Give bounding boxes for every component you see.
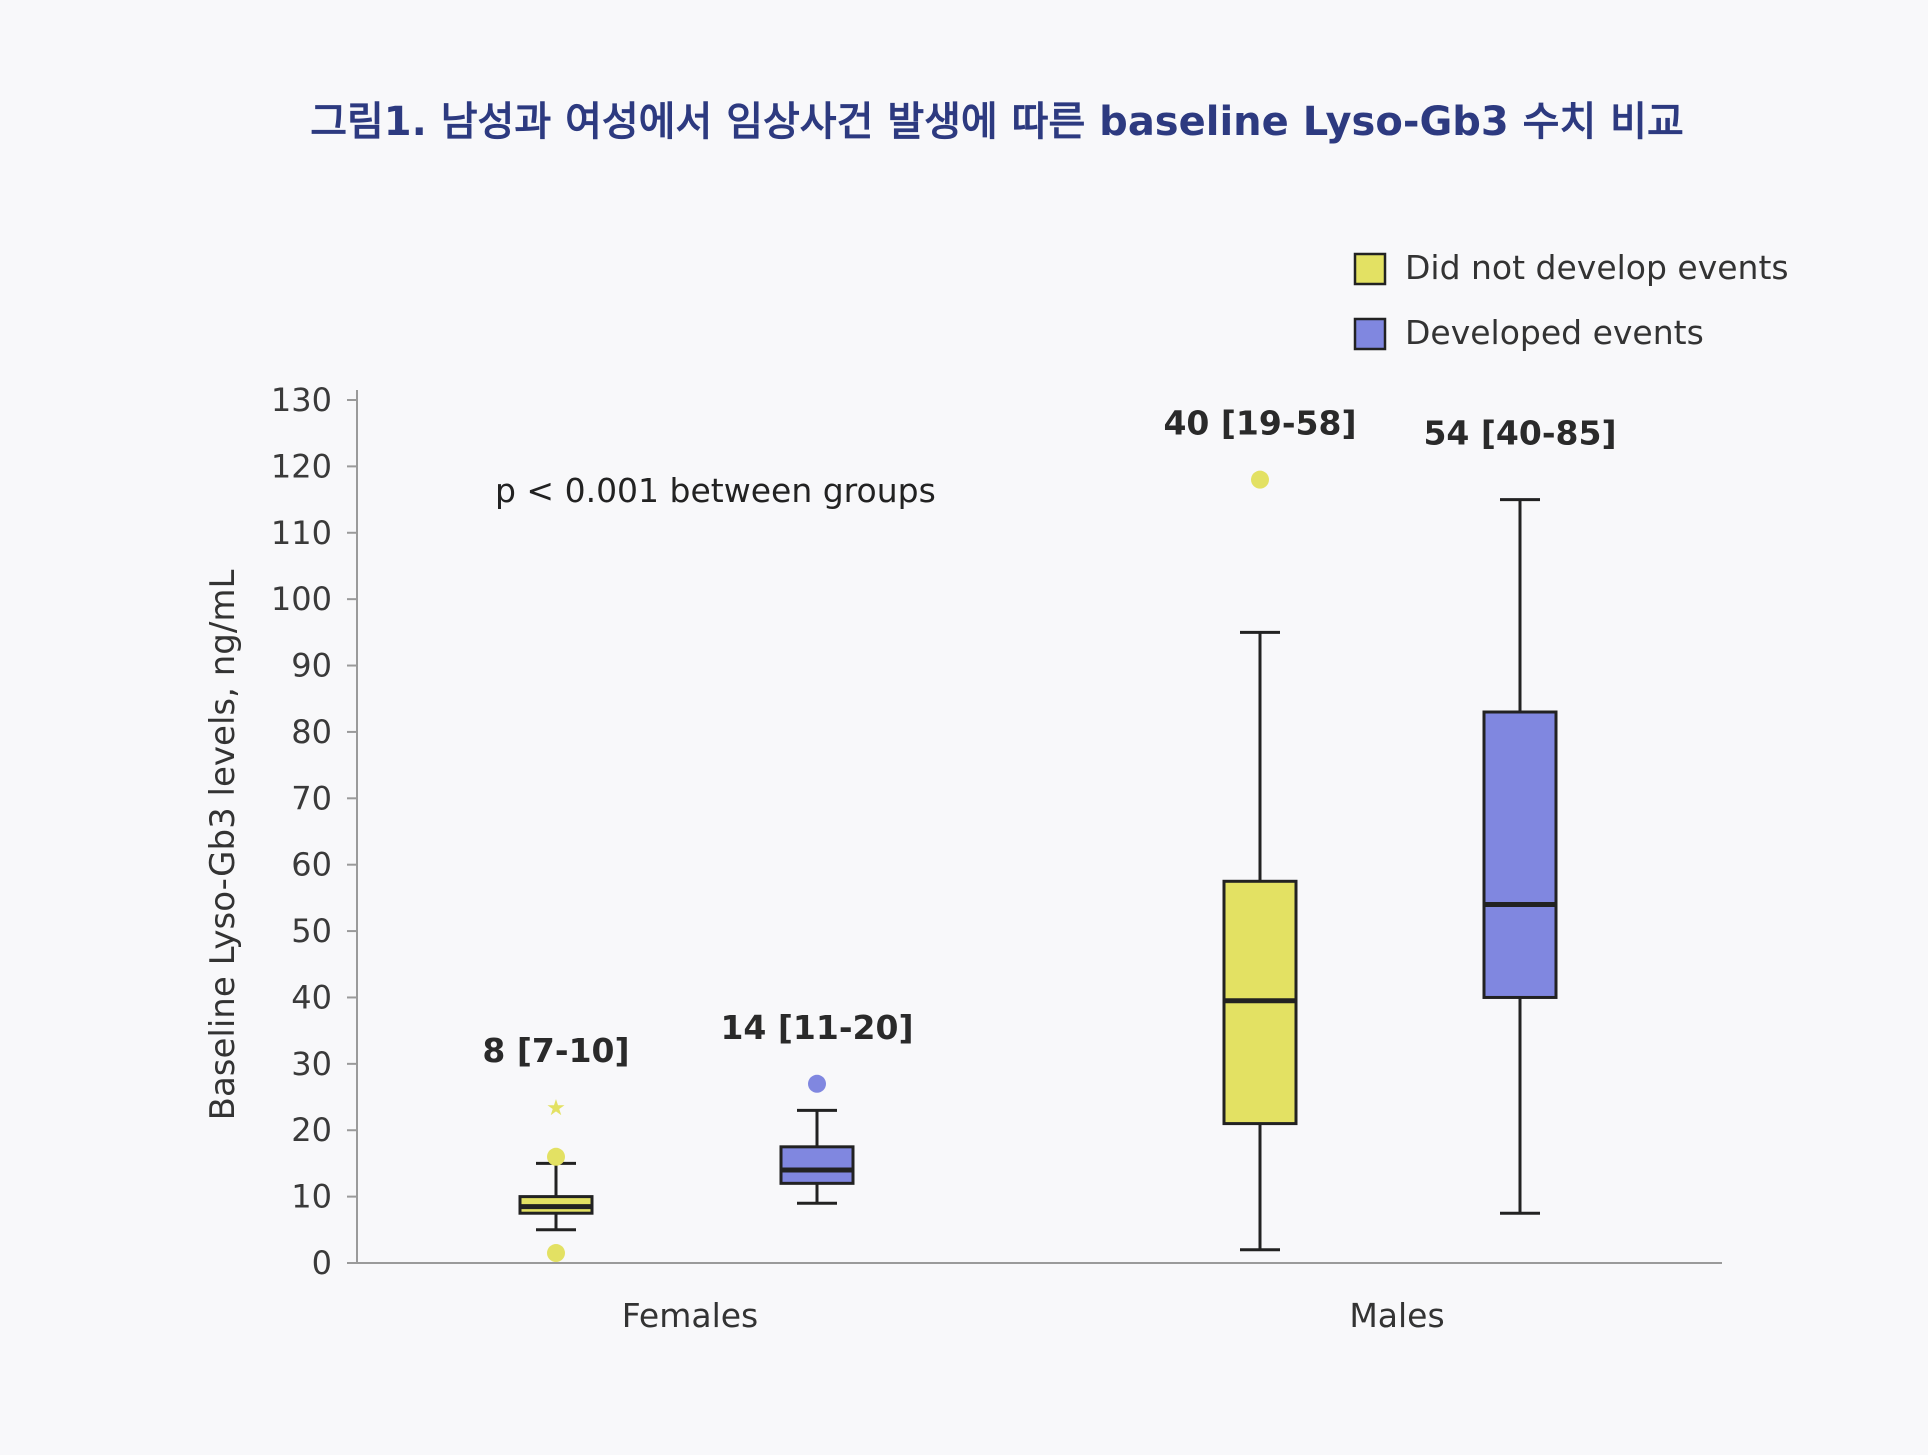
y-tick-label: 20 xyxy=(291,1111,332,1149)
y-tick-label: 120 xyxy=(271,447,332,485)
y-tick-label: 30 xyxy=(291,1045,332,1083)
legend-label-did-not-develop: Did not develop events xyxy=(1405,248,1789,287)
x-category-label-males: Males xyxy=(1349,1296,1444,1335)
y-tick-label: 80 xyxy=(291,713,332,751)
chart-title: 그림1. 남성과 여성에서 임상사건 발생에 따른 baseline Lyso-… xyxy=(310,99,1684,145)
y-tick-label: 100 xyxy=(271,580,332,618)
legend-swatch-did-not-develop xyxy=(1353,252,1387,286)
legend-swatch-developed xyxy=(1353,317,1387,351)
box-developed-events-males xyxy=(1482,710,1558,999)
y-tick-label: 110 xyxy=(271,514,332,552)
legend: Did not develop events Developed events xyxy=(1353,248,1789,352)
box-label-developed-events-males: 54 [40-85] xyxy=(1423,414,1616,453)
x-category-label-females: Females xyxy=(622,1296,759,1335)
outlier-point-did-not-develop-events-females xyxy=(547,1147,565,1166)
box-developed-events-females xyxy=(779,1145,855,1185)
axes: 0 10 20 30 40 50 60 70 80 90 100 110 120 130 xyxy=(271,381,1722,1282)
outlier-point-did-not-develop-events-females xyxy=(547,1244,565,1263)
y-tick-label: 10 xyxy=(291,1178,332,1216)
y-tick-label: 40 xyxy=(291,978,332,1016)
legend-label-developed: Developed events xyxy=(1405,313,1704,352)
y-tick-label: 60 xyxy=(291,846,332,884)
y-tick-label: 50 xyxy=(291,912,332,950)
y-tick-label: 130 xyxy=(271,381,332,419)
p-value-annotation: p < 0.001 between groups xyxy=(495,471,936,510)
y-tick-label: 0 xyxy=(312,1244,332,1282)
outlier-point-did-not-develop-events-males xyxy=(1251,470,1269,489)
box-label-did-not-develop-events-males: 40 [19-58] xyxy=(1163,404,1356,443)
outlier-star-did-not-develop-events-females: ★ xyxy=(546,1096,566,1121)
box-group: ★ 8 [7-10] 40 [19-58] 14 [11-20] 54 [40-85] xyxy=(482,404,1617,1263)
box-label-did-not-develop-events-females: 8 [7-10] xyxy=(482,1031,629,1070)
outlier-point-developed-events-females xyxy=(808,1074,826,1093)
box-label-developed-events-females: 14 [11-20] xyxy=(720,1008,913,1047)
y-axis-label: Baseline Lyso-Gb3 levels, ng/mL xyxy=(203,570,243,1121)
y-tick-label: 90 xyxy=(291,647,332,685)
y-tick-label: 70 xyxy=(291,779,332,817)
